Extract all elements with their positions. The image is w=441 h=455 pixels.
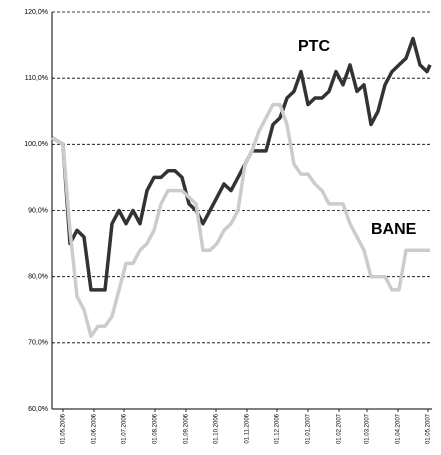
x-tick-label: 01.06.2006 <box>92 413 98 444</box>
y-tick-label: 100,0% <box>24 141 48 148</box>
y-tick-label: 70,0% <box>28 340 48 347</box>
y-tick-label: 110,0% <box>25 75 48 82</box>
x-tick-label: 01.05.2006 <box>61 413 67 444</box>
x-tick-label: 01.01.2007 <box>306 413 312 444</box>
x-tick-label: 01.02.2007 <box>337 413 343 444</box>
series-line <box>51 36 432 292</box>
x-tick-label: 01.12.2006 <box>275 413 281 444</box>
x-tick-label: 01.09.2006 <box>184 413 190 444</box>
x-tick-label: 01.03.2007 <box>365 413 371 444</box>
series-line <box>51 102 430 338</box>
y-tick-label: 90,0% <box>28 207 48 214</box>
y-tick-label: 80,0% <box>28 274 48 281</box>
x-tick-label: 01.05.2007 <box>426 413 432 444</box>
x-tick-label: 01.08.2006 <box>153 413 159 444</box>
x-tick-label: 01.04.2007 <box>396 413 402 444</box>
y-tick-label: 120,0% <box>24 9 48 16</box>
y-tick-label: 60,0% <box>28 406 48 413</box>
plot: 60,0% 70,0% 80,0% 90,0% 100,0% 110,0% 120,0% 01… <box>24 9 432 444</box>
x-tick-label: 01.11.2006 <box>245 413 251 443</box>
ptc-label: PTC <box>298 38 330 55</box>
x-tick-label: 01.07.2006 <box>122 413 128 444</box>
bane-label: BANE <box>371 221 417 238</box>
x-tick-label: 01.10.2006 <box>214 413 220 444</box>
